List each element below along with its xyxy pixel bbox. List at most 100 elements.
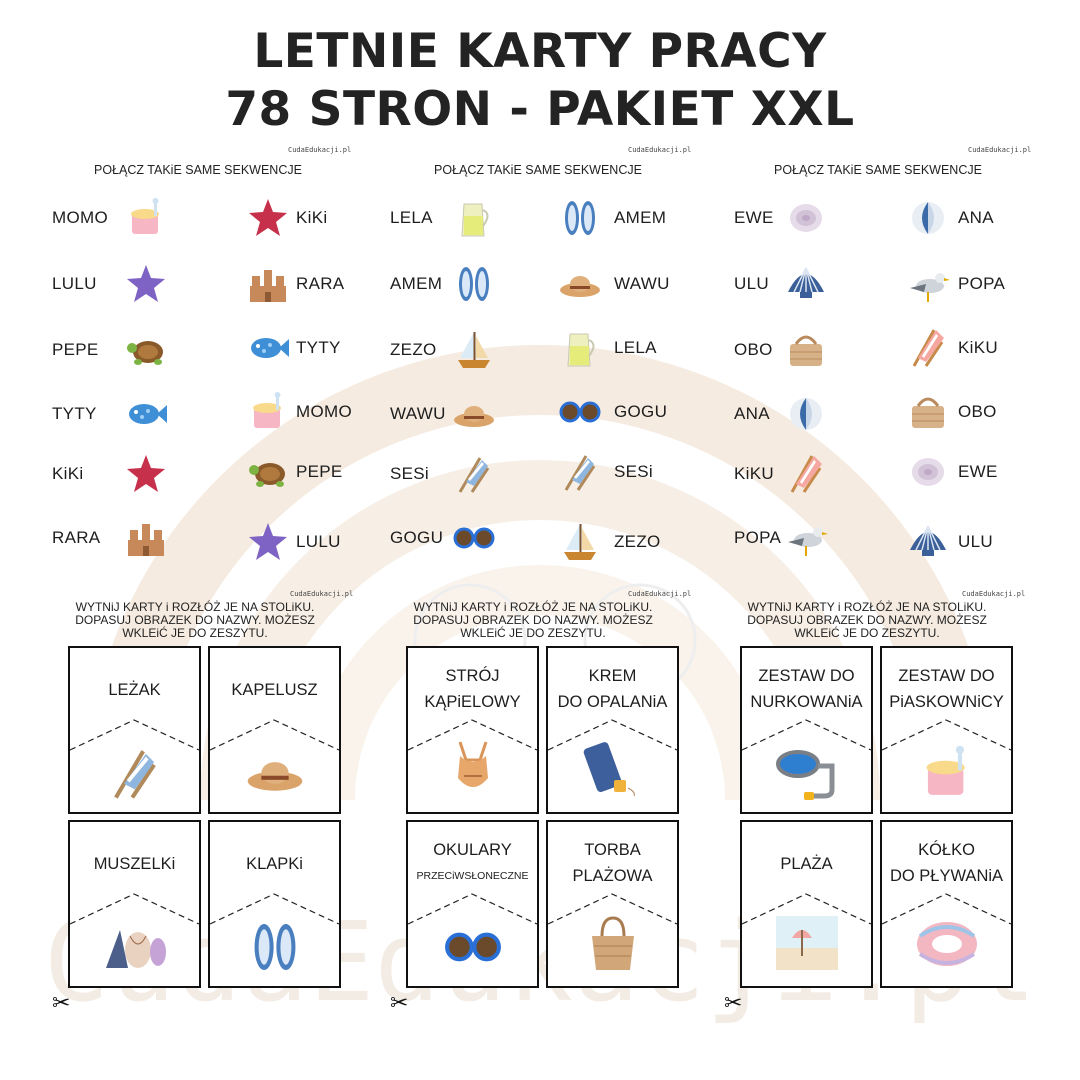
- match-word-right: OBO: [958, 402, 997, 421]
- purple-starfish-icon: [124, 262, 168, 306]
- flip-flops-icon: [245, 917, 305, 977]
- cut-line: [882, 890, 1011, 930]
- lemonade-jug-icon: [452, 196, 496, 240]
- match-instruction: POŁĄCZ TAKiE SAME SEKWENCJE: [434, 163, 642, 177]
- cut-out-card: MUSZELKi: [68, 820, 201, 988]
- match-word-right: MOMO: [296, 402, 352, 421]
- match-word-right: ANA: [958, 208, 994, 227]
- card-label: STRÓJ: [445, 667, 500, 685]
- beach-ball-icon: [784, 392, 828, 436]
- beach-ball-icon: [906, 196, 950, 240]
- brand-label: CudaEdukacji.pl: [962, 590, 1026, 598]
- card-label: TORBA: [584, 841, 641, 859]
- card-instruction: WKLEiĆ JE DO ZESZYTU.: [460, 626, 606, 640]
- match-word-left: SESi: [390, 464, 429, 483]
- card-label: MUSZELKi: [93, 855, 176, 873]
- match-word-right: KiKi: [296, 208, 328, 227]
- sunscreen-icon: [578, 738, 648, 800]
- deck-chair-icon: [452, 452, 496, 496]
- cut-line: [70, 890, 199, 930]
- match-word-left: ULU: [734, 274, 769, 293]
- flip-flops-icon: [452, 262, 496, 306]
- scallop-shell-icon: [784, 262, 828, 306]
- match-word-left: GOGU: [390, 528, 444, 547]
- pink-deck-chair-icon: [784, 452, 828, 496]
- seagull-icon: [906, 262, 950, 306]
- card-instruction: WYTNiJ KARTY i ROZŁÓŻ JE NA STOLiKU.: [75, 600, 315, 614]
- card-label: ZESTAW DO: [898, 667, 995, 685]
- match-word-left: OBO: [734, 340, 773, 359]
- match-word-right: POPA: [958, 274, 1006, 293]
- turtle-icon: [246, 450, 290, 494]
- cut-out-card: ZESTAW DO NURKOWANiA: [740, 646, 873, 814]
- spiral-shell-icon: [906, 450, 950, 494]
- match-word-right: SESi: [614, 462, 653, 481]
- sunglasses-icon: [443, 917, 503, 977]
- sandcastle-icon: [246, 262, 290, 306]
- brand-label: CudaEdukacji.pl: [628, 590, 692, 598]
- match-word-right: GOGU: [614, 402, 668, 421]
- match-word-left: ANA: [734, 404, 770, 423]
- flip-flops-icon: [558, 196, 602, 240]
- seashells-icon: [100, 912, 170, 974]
- cut-out-card: KREM DO OPALANiA: [546, 646, 679, 814]
- beach-scene-icon: [772, 912, 842, 974]
- match-word-right: WAWU: [614, 274, 670, 293]
- card-label: DO PŁYWANiA: [889, 867, 1004, 885]
- card-panel: CudaEdukacji.pl WYTNiJ KARTY i ROZŁÓŻ JE …: [702, 590, 1032, 1030]
- match-word-left: PEPE: [52, 340, 99, 359]
- match-word-left: KiKi: [52, 464, 84, 483]
- card-label: KAPELUSZ: [231, 681, 318, 699]
- cut-line: [210, 716, 339, 756]
- seagull-icon: [784, 516, 828, 560]
- cut-line: [742, 716, 871, 756]
- match-instruction: POŁĄCZ TAKiE SAME SEKWENCJE: [94, 163, 302, 177]
- match-word-right: TYTY: [296, 338, 341, 357]
- purple-starfish-icon: [246, 520, 290, 564]
- brand-label: CudaEdukacji.pl: [628, 146, 692, 154]
- match-word-right: AMEM: [614, 208, 667, 227]
- card-label: NURKOWANiA: [750, 693, 863, 711]
- scissors-icon: ✂: [724, 990, 743, 1015]
- basket-icon: [906, 390, 950, 434]
- cut-line: [408, 716, 537, 756]
- brand-label: CudaEdukacji.pl: [288, 146, 352, 154]
- match-panel: CudaEdukacji.pl POŁĄCZ TAKiE SAME SEKWENC…: [28, 146, 368, 576]
- sand-bucket-icon: [246, 390, 290, 434]
- card-panel: CudaEdukacji.pl WYTNiJ KARTY i ROZŁÓŻ JE …: [30, 590, 360, 1030]
- card-instruction: WYTNiJ KARTY i ROZŁÓŻ JE NA STOLiKU.: [413, 600, 653, 614]
- sunglasses-icon: [452, 516, 496, 560]
- card-panel: CudaEdukacji.pl WYTNiJ KARTY i ROZŁÓŻ JE …: [368, 590, 698, 1030]
- match-word-left: MOMO: [52, 208, 108, 227]
- scissors-icon: ✂: [52, 990, 71, 1015]
- match-word-left: AMEM: [390, 274, 443, 293]
- deck-chair-icon: [105, 743, 165, 803]
- card-label: LEŻAK: [108, 681, 161, 699]
- cut-out-card: KLAPKi: [208, 820, 341, 988]
- card-instruction: DOPASUJ OBRAZEK DO NAZWY. MOŻESZ: [413, 613, 653, 627]
- cut-line: [408, 890, 537, 930]
- card-instruction: WKLEiĆ JE DO ZESZYTU.: [122, 626, 268, 640]
- blue-fish-icon: [124, 392, 168, 436]
- cut-line: [548, 716, 677, 756]
- straw-hat-icon: [245, 743, 305, 803]
- card-label: ZESTAW DO: [758, 667, 855, 685]
- red-starfish-icon: [246, 196, 290, 240]
- match-word-right: ULU: [958, 532, 993, 551]
- swimsuit-icon: [438, 738, 508, 800]
- card-label: KLAPKi: [246, 855, 303, 873]
- card-instruction: WKLEiĆ JE DO ZESZYTU.: [794, 626, 940, 640]
- match-word-left: EWE: [734, 208, 774, 227]
- cut-out-card: LEŻAK: [68, 646, 201, 814]
- match-word-left: LULU: [52, 274, 97, 293]
- match-instruction: POŁĄCZ TAKiE SAME SEKWENCJE: [774, 163, 982, 177]
- match-panel: CudaEdukacji.pl POŁĄCZ TAKiE SAME SEKWENC…: [708, 146, 1048, 576]
- match-word-right: LULU: [296, 532, 341, 551]
- cut-out-card: KAPELUSZ: [208, 646, 341, 814]
- cut-out-card: KÓŁKO DO PŁYWANiA: [880, 820, 1013, 988]
- beach-bag-icon: [578, 912, 648, 974]
- match-word-right: KiKU: [958, 338, 998, 357]
- sailboat-icon: [452, 328, 496, 372]
- cut-line: [70, 716, 199, 756]
- page-title-line2: 78 STRON - PAKIET XXL: [225, 82, 855, 137]
